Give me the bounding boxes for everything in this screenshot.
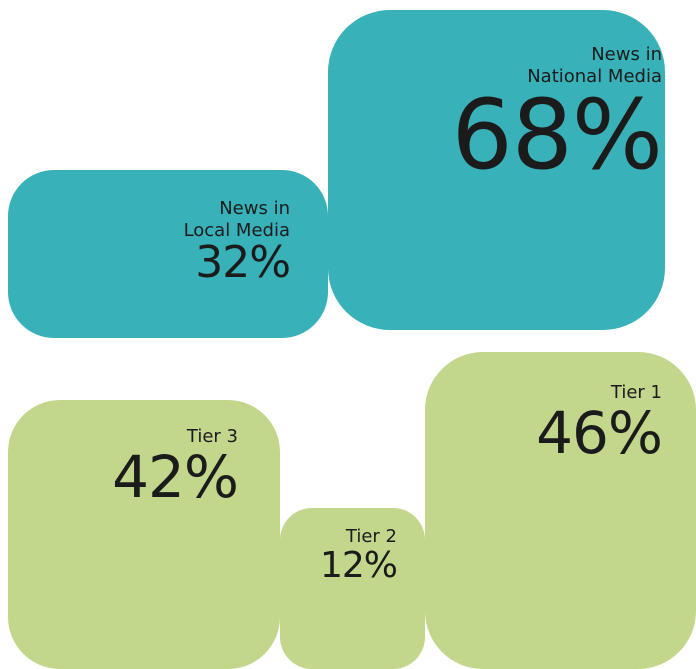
tile-text: Tier 2 12% xyxy=(319,526,398,586)
tile-label: News in National Media xyxy=(527,44,662,87)
tile-value: 68% xyxy=(451,79,663,192)
tile: Tier 3 42% xyxy=(8,400,280,669)
tile-label: Tier 1 xyxy=(610,382,662,403)
tile-text: Tier 1 46% xyxy=(536,382,663,467)
tile: News in Local Media 32% xyxy=(8,170,328,338)
tile-label: Tier 3 xyxy=(186,426,238,447)
tile-label: Tier 2 xyxy=(345,526,397,547)
tile: Tier 1 46% xyxy=(425,352,696,669)
tile-value: 42% xyxy=(112,442,239,511)
tile-label: News in Local Media xyxy=(183,198,290,241)
tile-value: 46% xyxy=(536,398,663,467)
tile-value: 12% xyxy=(319,544,398,586)
tile-text: News in National Media 68% xyxy=(451,44,663,192)
tile-text: Tier 3 42% xyxy=(112,426,239,511)
tile: Tier 2 12% xyxy=(280,508,425,669)
tile-value: 32% xyxy=(195,237,291,289)
tile-text: News in Local Media 32% xyxy=(183,198,291,289)
tile: News in National Media 68% xyxy=(328,10,665,330)
